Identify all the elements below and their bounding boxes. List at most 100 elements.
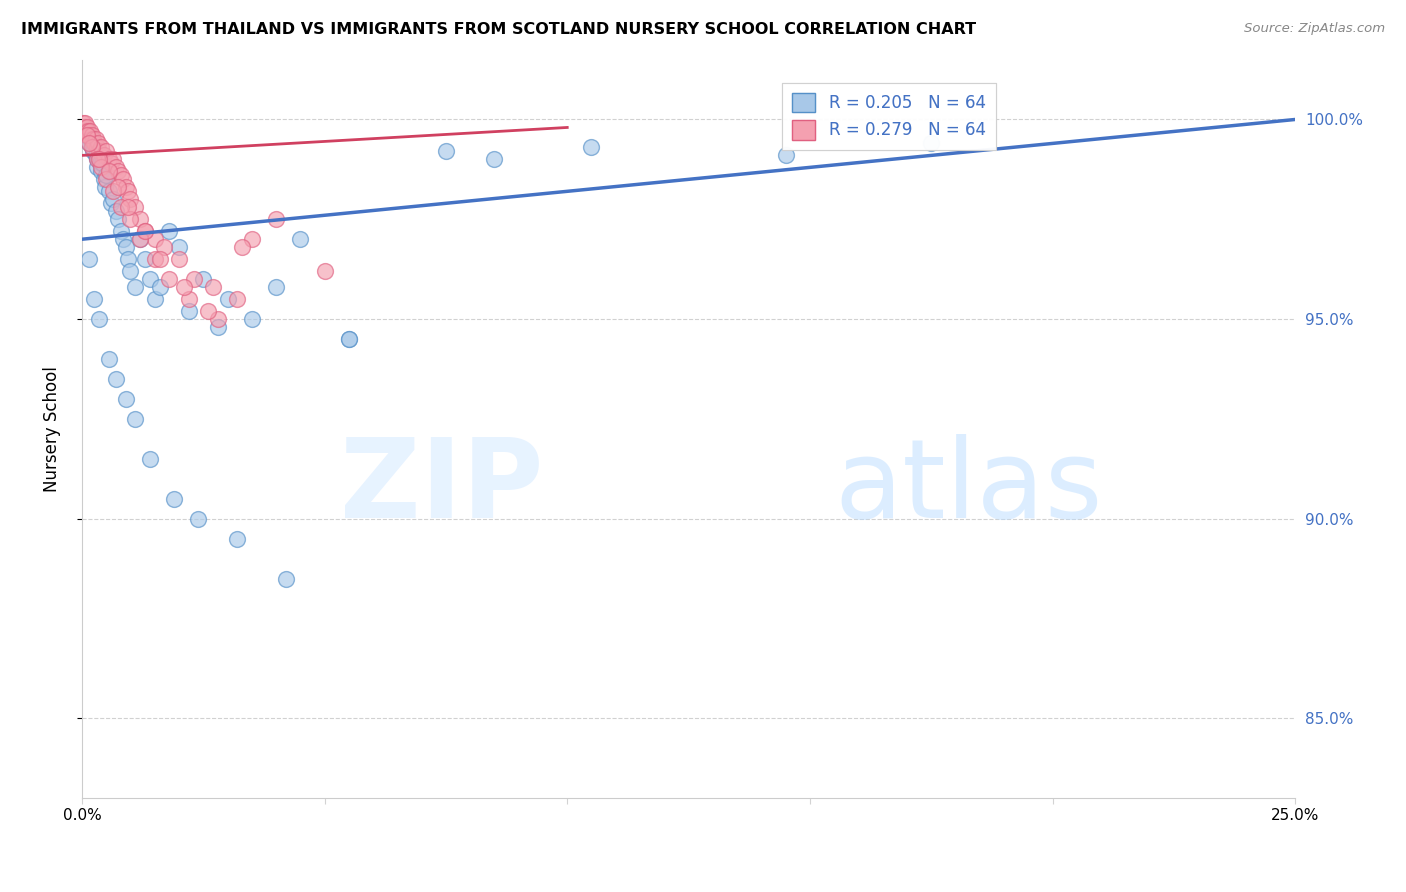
Point [96, 145, 118, 159]
Point [264, 280, 287, 294]
Point [86, 153, 108, 167]
Point [90, 164, 112, 178]
Point [167, 240, 190, 254]
Point [83, 292, 105, 306]
Point [434, 145, 457, 159]
Point [193, 272, 215, 286]
Point [79, 124, 101, 138]
Point [91, 156, 114, 170]
Point [73, 116, 96, 130]
Point [80, 132, 103, 146]
Point [82, 132, 104, 146]
Point [77, 252, 100, 267]
Point [76, 124, 98, 138]
Point [129, 212, 152, 227]
Point [87, 153, 110, 167]
Point [76, 124, 98, 138]
Point [187, 511, 209, 525]
Point [75, 132, 97, 146]
Point [72, 116, 94, 130]
Point [96, 172, 118, 186]
Point [77, 136, 100, 151]
Point [94, 180, 117, 194]
Text: atlas: atlas [834, 434, 1102, 541]
Point [775, 148, 797, 162]
Point [217, 292, 239, 306]
Point [103, 153, 125, 167]
Point [149, 252, 172, 267]
Point [114, 180, 136, 194]
Point [97, 351, 120, 366]
Point [183, 272, 205, 286]
Point [86, 140, 108, 154]
Point [80, 140, 103, 154]
Point [290, 232, 312, 246]
Point [264, 212, 287, 227]
Point [337, 332, 360, 346]
Point [86, 161, 108, 175]
Point [107, 180, 129, 194]
Point [93, 172, 115, 186]
Point [274, 572, 297, 586]
Point [93, 148, 115, 162]
Point [97, 164, 120, 178]
Point [104, 204, 127, 219]
Point [157, 272, 180, 286]
Point [153, 240, 176, 254]
Point [110, 169, 132, 183]
Point [163, 491, 186, 506]
Point [226, 292, 249, 306]
Point [120, 212, 142, 227]
Point [80, 128, 103, 143]
Point [139, 272, 162, 286]
Point [117, 252, 139, 267]
Point [89, 145, 111, 159]
Point [112, 172, 135, 186]
Point [90, 161, 112, 175]
Point [114, 392, 136, 406]
Text: ZIP: ZIP [340, 434, 543, 541]
Point [90, 140, 112, 154]
Point [143, 252, 166, 267]
Point [484, 153, 506, 167]
Point [134, 252, 156, 267]
Point [117, 184, 139, 198]
Point [96, 169, 118, 183]
Point [97, 184, 120, 198]
Point [110, 224, 132, 238]
Point [143, 232, 166, 246]
Point [104, 161, 127, 175]
Point [139, 451, 162, 466]
Point [124, 412, 146, 426]
Point [207, 312, 229, 326]
Point [83, 136, 105, 151]
Point [76, 120, 98, 135]
Point [231, 240, 253, 254]
Point [120, 264, 142, 278]
Point [84, 148, 107, 162]
Point [103, 192, 125, 206]
Point [240, 312, 263, 326]
Point [167, 252, 190, 267]
Point [314, 264, 336, 278]
Point [75, 128, 97, 143]
Point [920, 136, 942, 151]
Legend: R = 0.205   N = 64, R = 0.279   N = 64: R = 0.205 N = 64, R = 0.279 N = 64 [782, 83, 995, 150]
Point [100, 156, 122, 170]
Point [87, 136, 110, 151]
Y-axis label: Nursery School: Nursery School [44, 366, 60, 491]
Point [120, 192, 142, 206]
Point [110, 200, 132, 214]
Point [76, 128, 98, 143]
Point [82, 145, 104, 159]
Point [77, 136, 100, 151]
Point [143, 292, 166, 306]
Point [100, 196, 122, 211]
Point [97, 153, 120, 167]
Point [157, 224, 180, 238]
Point [73, 120, 96, 135]
Point [76, 128, 98, 143]
Point [80, 140, 103, 154]
Point [84, 132, 107, 146]
Point [581, 140, 603, 154]
